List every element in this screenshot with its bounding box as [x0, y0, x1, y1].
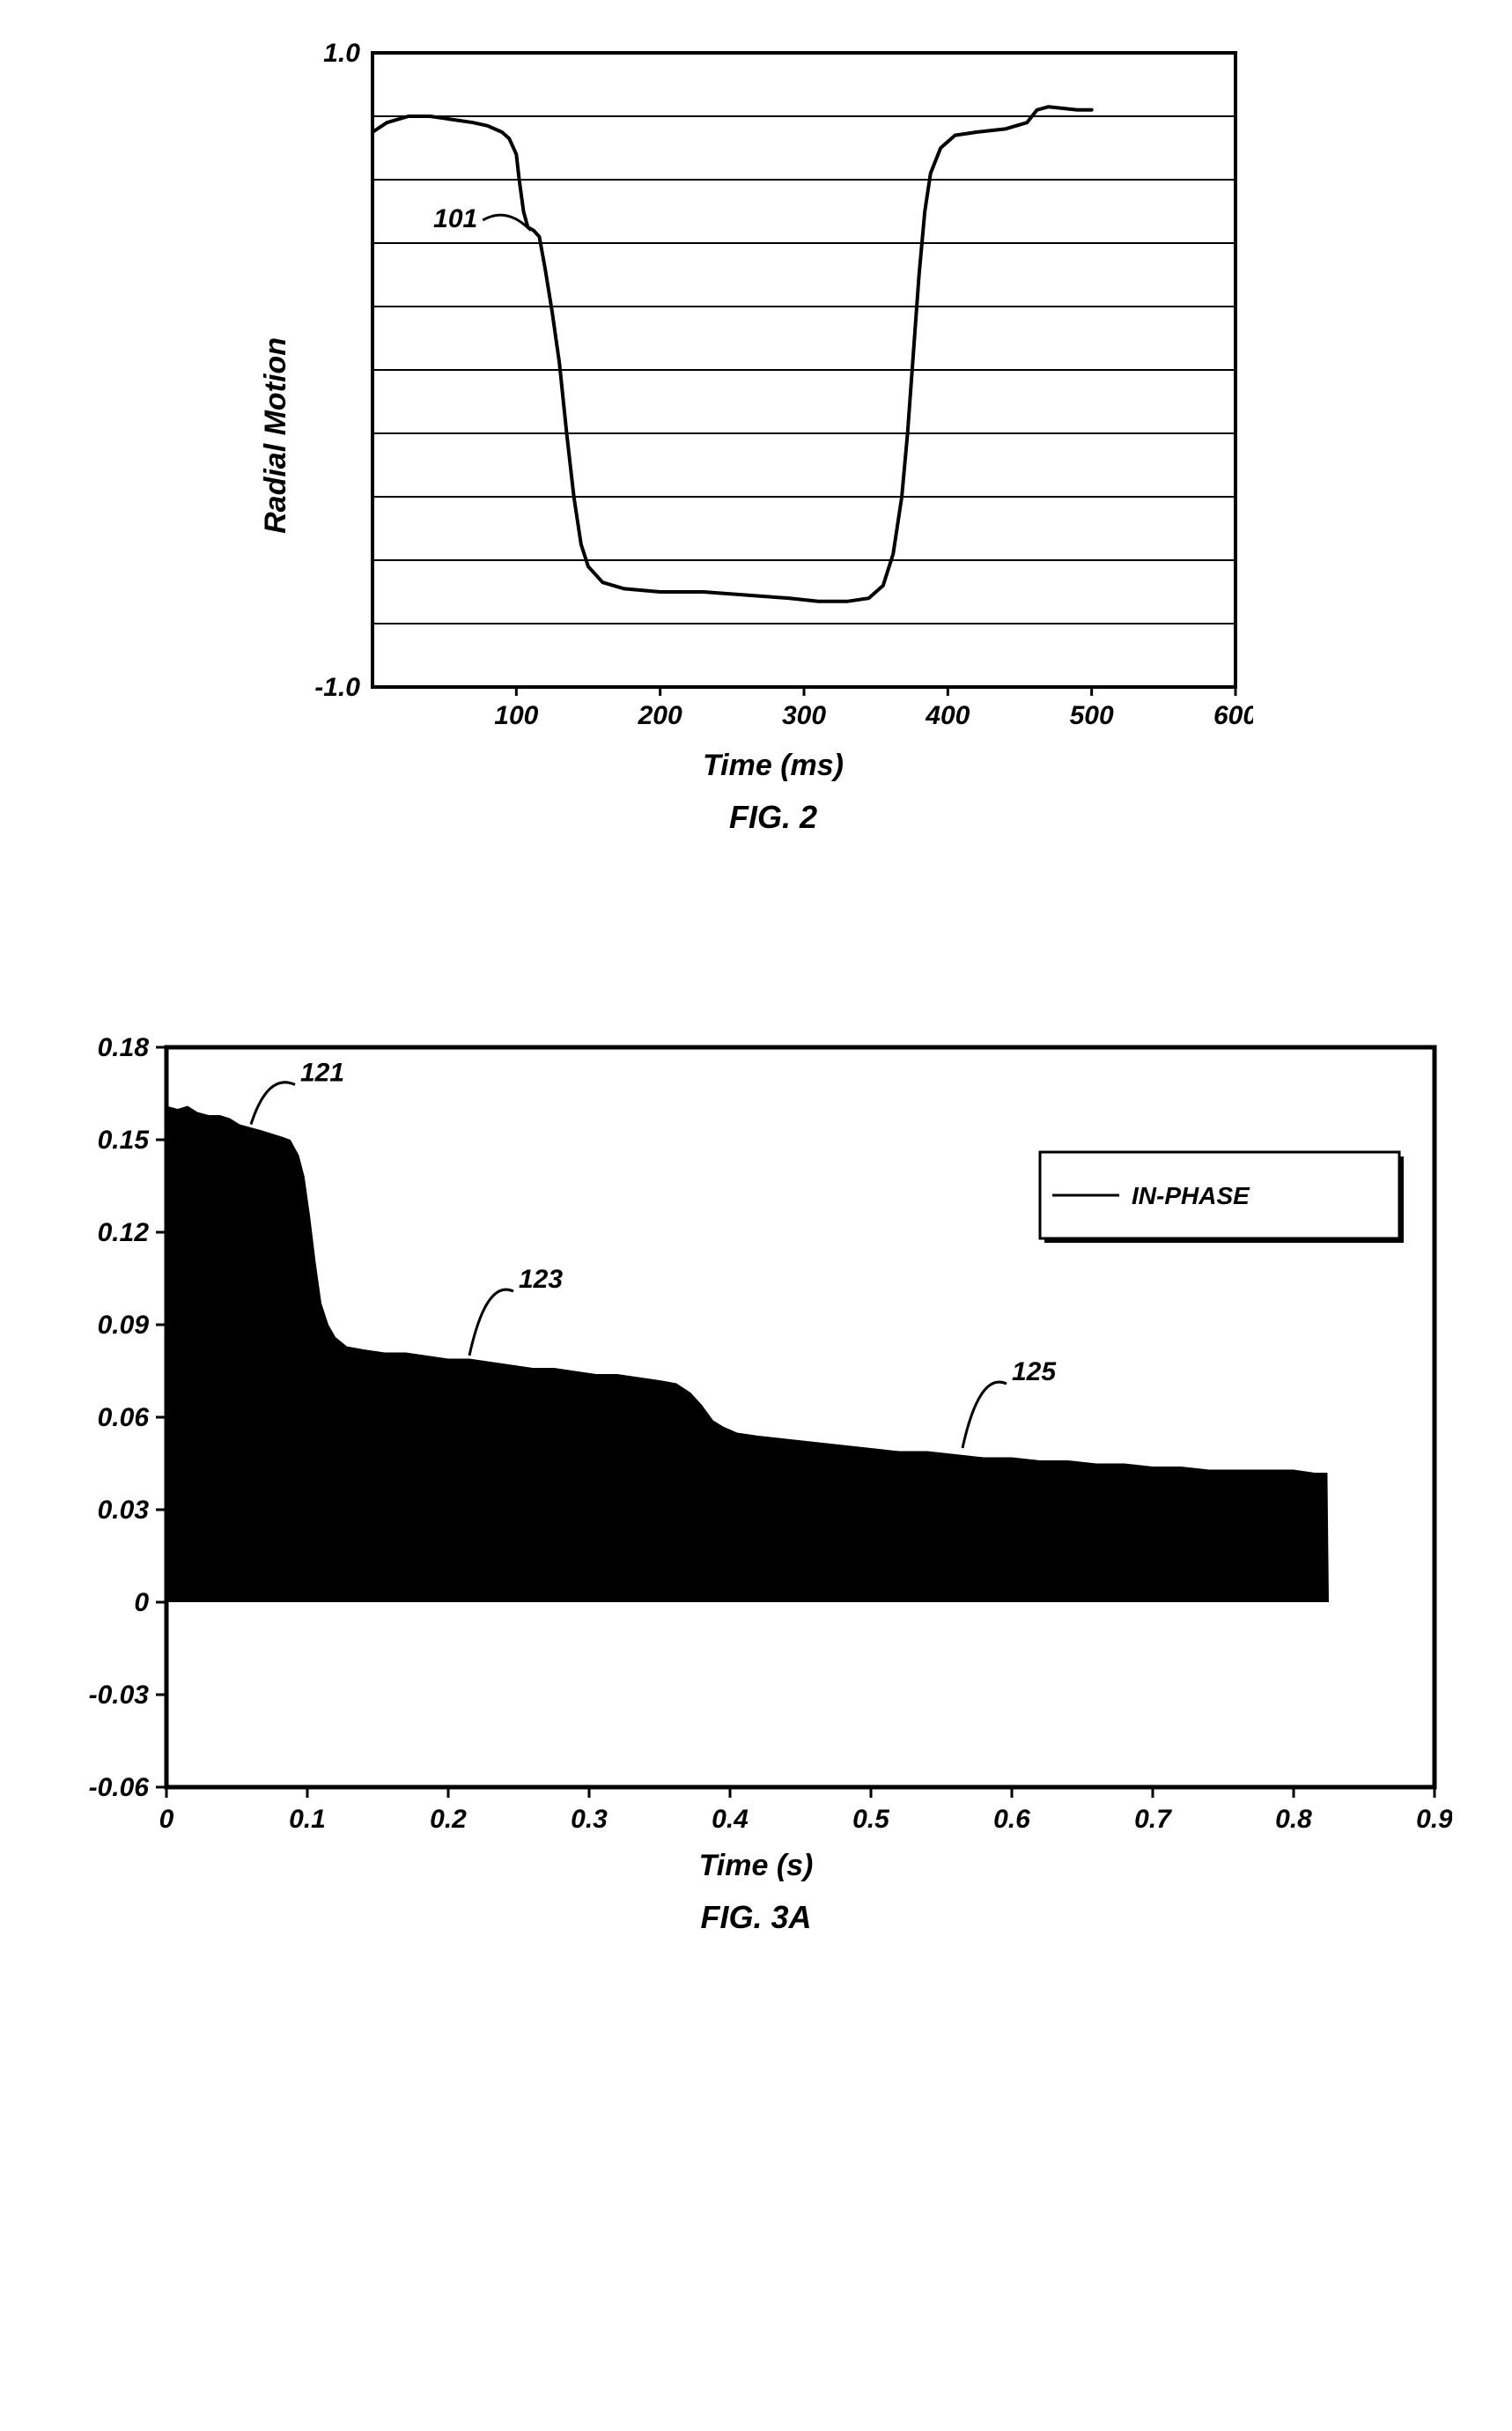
figure-3a: 0 0.1 0.2 0.3 0.4 0.5 0.6 0.7 0.8 0.9 -0.06 -0.03 0 0…	[61, 1030, 1452, 1936]
svg-text:0.5: 0.5	[852, 1805, 890, 1834]
fig2-ylabel: Radial Motion	[259, 337, 293, 534]
svg-text:0.12: 0.12	[97, 1218, 149, 1247]
svg-text:0.9: 0.9	[1416, 1805, 1452, 1834]
svg-text:300: 300	[782, 701, 826, 730]
svg-text:0: 0	[134, 1588, 149, 1617]
svg-text:0.1: 0.1	[289, 1805, 326, 1834]
svg-text:0.2: 0.2	[430, 1805, 467, 1834]
svg-text:101: 101	[433, 204, 477, 233]
fig2-plot: 100 200 300 400 500 600 -1.0 1.0 101	[293, 35, 1253, 740]
svg-text:0.15: 0.15	[97, 1126, 150, 1155]
svg-text:0.7: 0.7	[1134, 1805, 1172, 1834]
figure-2: Radial Motion 100200300400500600-1.01.01…	[259, 35, 1253, 836]
svg-text:IN-PHASE: IN-PHASE	[1132, 1182, 1250, 1209]
svg-text:123: 123	[519, 1265, 563, 1294]
svg-text:600: 600	[1213, 701, 1253, 730]
figure-3a-row: 0 0.1 0.2 0.3 0.4 0.5 0.6 0.7 0.8 0.9 -0.06 -0.03 0 0…	[61, 1030, 1452, 1936]
svg-text:125: 125	[1012, 1357, 1057, 1386]
fig3a-plot: 0 0.1 0.2 0.3 0.4 0.5 0.6 0.7 0.8 0.9 -0.06 -0.03 0 0…	[61, 1030, 1452, 1840]
svg-text:0.6: 0.6	[993, 1805, 1030, 1834]
svg-text:0.18: 0.18	[97, 1033, 149, 1062]
fig3a-title: FIG. 3A	[700, 1899, 811, 1936]
svg-text:0.03: 0.03	[97, 1496, 149, 1525]
svg-text:500: 500	[1070, 701, 1114, 730]
svg-text:0.06: 0.06	[97, 1403, 149, 1432]
fig2-title: FIG. 2	[729, 799, 817, 836]
svg-text:0.3: 0.3	[571, 1805, 608, 1834]
fig2-xlabel: Time (ms)	[703, 749, 844, 783]
svg-text:200: 200	[638, 701, 682, 730]
svg-text:0.4: 0.4	[712, 1805, 749, 1834]
svg-text:1.0: 1.0	[323, 39, 360, 68]
figure-2-col: 100 200 300 400 500 600 -1.0 1.0 101 Time (ms) F…	[293, 35, 1253, 836]
figure-2-row: Radial Motion 100200300400500600-1.01.01…	[259, 35, 1253, 836]
svg-text:0.09: 0.09	[97, 1311, 149, 1340]
svg-text:121: 121	[300, 1059, 344, 1088]
svg-text:400: 400	[925, 701, 970, 730]
svg-text:0: 0	[159, 1805, 173, 1834]
svg-text:-0.03: -0.03	[88, 1681, 149, 1710]
svg-text:0.8: 0.8	[1275, 1805, 1312, 1834]
svg-text:100: 100	[494, 701, 538, 730]
fig3a-xlabel: Time (s)	[699, 1849, 814, 1883]
figure-3a-col: 0 0.1 0.2 0.3 0.4 0.5 0.6 0.7 0.8 0.9 -0.06 -0.03 0 0…	[61, 1030, 1452, 1936]
svg-text:-1.0: -1.0	[314, 673, 360, 702]
svg-text:-0.06: -0.06	[88, 1773, 149, 1802]
